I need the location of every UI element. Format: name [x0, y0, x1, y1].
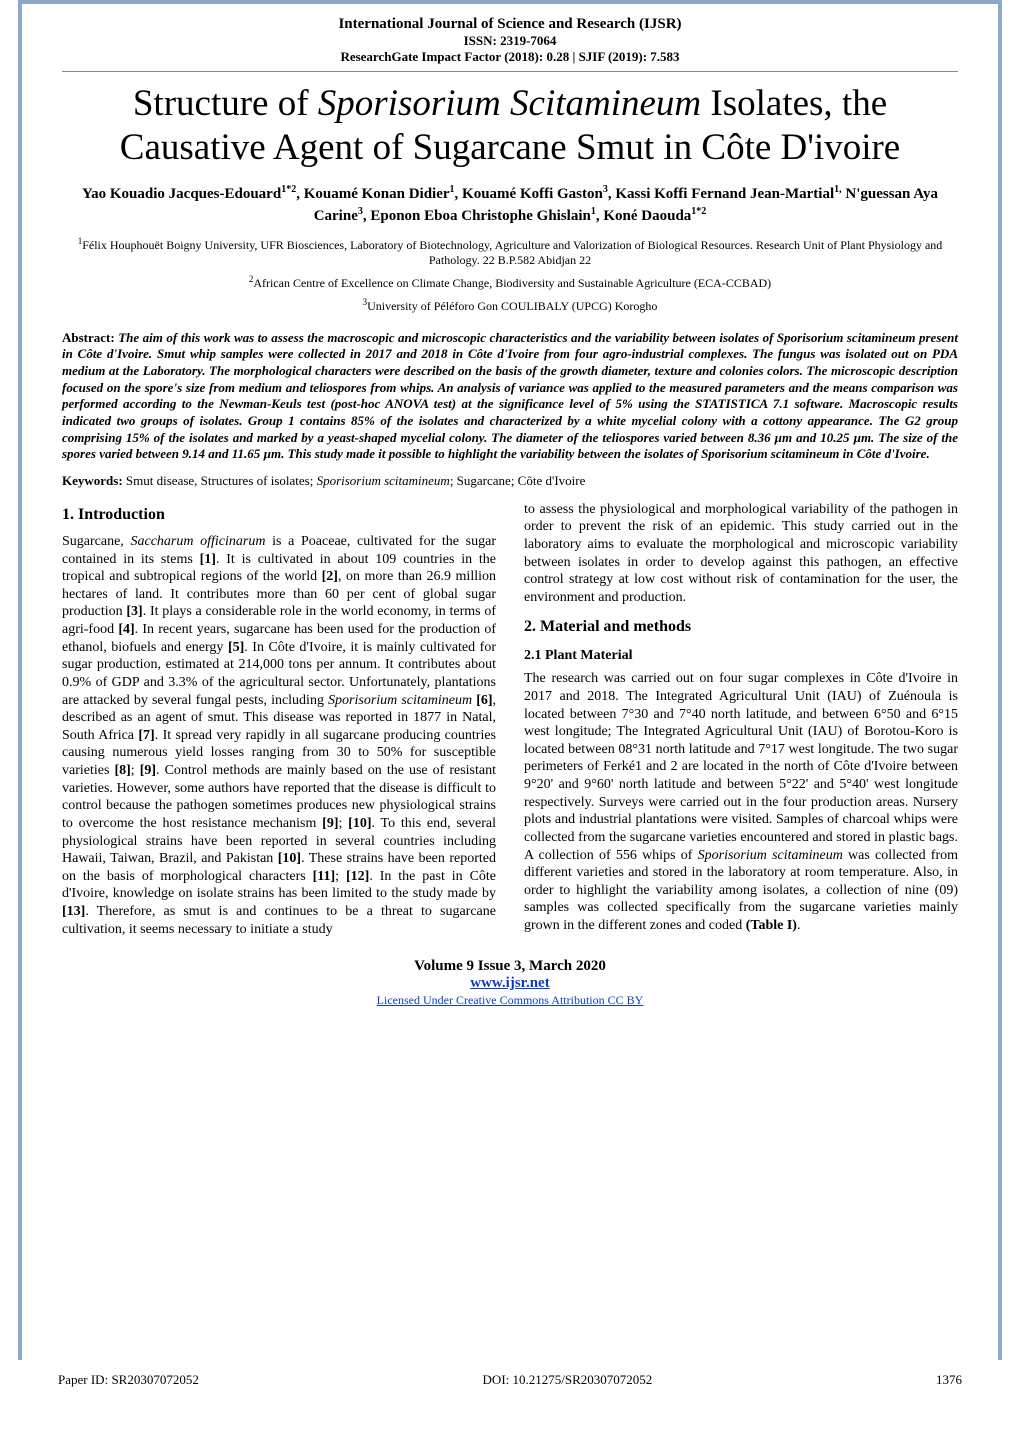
abstract-text: The aim of this work was to assess the m… — [62, 330, 958, 461]
ref-4: [4] — [118, 622, 134, 637]
paper-title: Structure of Sporisorium Scitamineum Iso… — [62, 82, 958, 169]
license-link[interactable]: Licensed Under Creative Commons Attribut… — [377, 993, 644, 1007]
intro-text: Sugarcane, — [62, 534, 130, 549]
ref-13: [13] — [62, 904, 85, 919]
doi: DOI: 10.21275/SR20307072052 — [483, 1372, 653, 1388]
right-column: to assess the physiological and morpholo… — [524, 501, 958, 949]
journal-url-link[interactable]: www.ijsr.net — [470, 975, 549, 991]
plant-material-paragraph: The research was carried out on four sug… — [524, 670, 958, 934]
authors-block: Yao Kouadio Jacques-Edouard1*2, Kouamé K… — [62, 183, 958, 226]
methods-heading: 2. Material and methods — [524, 617, 958, 637]
intro-ital: Sporisorium scitamineum — [328, 693, 472, 708]
ref-1: [1] — [200, 552, 216, 567]
keywords-block: Keywords: Smut disease, Structures of is… — [62, 473, 958, 489]
ref-10: [10] — [348, 816, 371, 831]
intro-text: . Therefore, as smut is and continues to… — [62, 904, 496, 937]
ref-8: [8] — [114, 763, 130, 778]
ref-7: [7] — [138, 728, 154, 743]
left-column: 1. Introduction Sugarcane, Saccharum off… — [62, 501, 496, 949]
plantmat-text: The research was carried out on four sug… — [524, 671, 958, 862]
ref-12: [12] — [346, 869, 369, 884]
paper-id-value: SR20307072052 — [111, 1372, 198, 1387]
keywords-text-b: ; Sugarcane; Côte d'Ivoire — [450, 473, 586, 488]
intro-heading: 1. Introduction — [62, 505, 496, 525]
journal-name: International Journal of Science and Res… — [62, 16, 958, 33]
doi-label: DOI: — [483, 1372, 513, 1387]
paper-id: Paper ID: SR20307072052 — [58, 1372, 199, 1388]
keywords-text-a: Smut disease, Structures of isolates; — [123, 473, 317, 488]
intro-text: ; — [338, 816, 348, 831]
header-divider — [62, 71, 958, 72]
table-ref: (Table I) — [746, 918, 797, 933]
journal-impact: ResearchGate Impact Factor (2018): 0.28 … — [62, 49, 958, 65]
ref-10b: [10] — [278, 851, 301, 866]
journal-header: International Journal of Science and Res… — [62, 16, 958, 65]
keywords-ital: Sporisorium scitamineum — [317, 473, 450, 488]
ref-2: [2] — [322, 569, 338, 584]
ref-9b: [9] — [322, 816, 338, 831]
affiliation-1: 1Félix Houphouët Boigny University, UFR … — [62, 236, 958, 268]
intro-ital: Saccharum officinarum — [130, 534, 265, 549]
volume-footer: Volume 9 Issue 3, March 2020 www.ijsr.ne… — [62, 958, 958, 1009]
abstract-label: Abstract: — [62, 330, 115, 345]
intro-text: ; — [131, 763, 140, 778]
intro-text: ; — [335, 869, 346, 884]
plant-material-heading: 2.1 Plant Material — [524, 647, 958, 665]
title-pre: Structure of — [133, 83, 318, 124]
bottom-bar: Paper ID: SR20307072052 DOI: 10.21275/SR… — [18, 1360, 1002, 1396]
page-number: 1376 — [936, 1372, 962, 1388]
affiliation-3: 3University of Péléforo Gon COULIBALY (U… — [62, 297, 958, 314]
intro-paragraph: Sugarcane, Saccharum officinarum is a Po… — [62, 533, 496, 938]
plantmat-ital: Sporisorium scitamineum — [698, 848, 843, 863]
abstract-block: Abstract: The aim of this work was to as… — [62, 330, 958, 463]
intro-continuation: to assess the physiological and morpholo… — [524, 501, 958, 607]
ref-3: [3] — [126, 604, 142, 619]
volume-text: Volume 9 Issue 3, March 2020 — [62, 958, 958, 975]
ref-5: [5] — [228, 640, 244, 655]
keywords-label: Keywords: — [62, 473, 123, 488]
doi-value: 10.21275/SR20307072052 — [513, 1372, 653, 1387]
ref-6: [6] — [476, 693, 492, 708]
title-italic: Sporisorium Scitamineum — [318, 83, 701, 124]
journal-issn: ISSN: 2319-7064 — [62, 33, 958, 49]
paper-id-label: Paper ID: — [58, 1372, 111, 1387]
page-container: International Journal of Science and Res… — [18, 0, 1002, 1360]
ref-9: [9] — [140, 763, 156, 778]
ref-11: [11] — [313, 869, 336, 884]
two-column-body: 1. Introduction Sugarcane, Saccharum off… — [62, 501, 958, 949]
affiliation-2: 2African Centre of Excellence on Climate… — [62, 274, 958, 291]
plantmat-text: . — [797, 918, 801, 933]
